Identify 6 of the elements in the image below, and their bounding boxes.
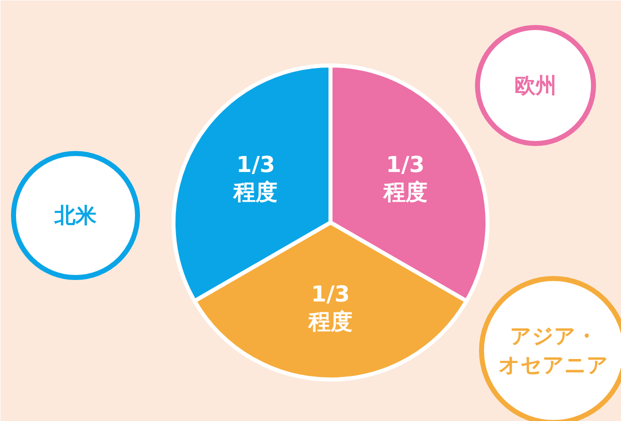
- data-label: 1/3 程度: [382, 153, 428, 206]
- slice-label: 北米: [54, 204, 98, 228]
- slice-label: アジア・オセアニア: [498, 324, 608, 377]
- slice-label: 欧州: [514, 74, 556, 98]
- data-label: 1/3 程度: [232, 153, 278, 206]
- data-label: 1/3 程度: [308, 282, 352, 336]
